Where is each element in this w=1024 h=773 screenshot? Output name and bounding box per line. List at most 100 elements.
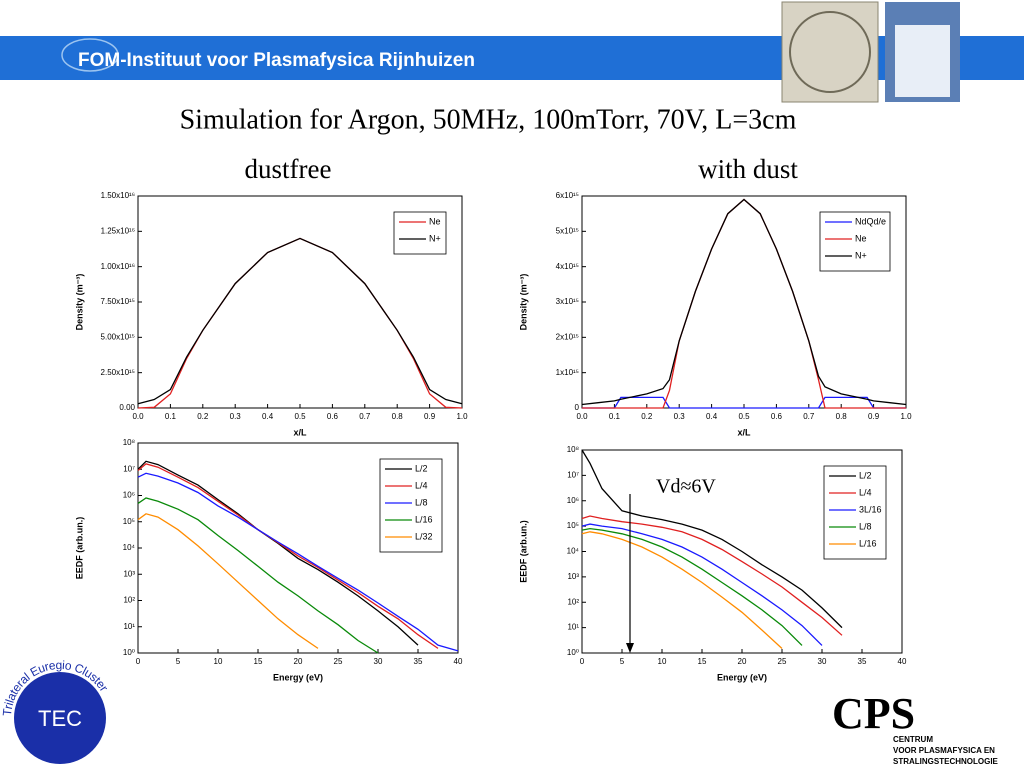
slide-title: Simulation for Argon, 50MHz, 100mTorr, 7… [180,104,797,135]
legend-label: Ne [429,216,441,226]
y-tick-label: 10⁴ [123,543,136,552]
x-tick-label: 20 [294,657,303,666]
x-tick-label: 0.4 [706,412,718,421]
institute: FOM-Instituut voor Plasmafysica Rijnhuiz… [78,50,475,71]
x-tick-label: 0.6 [771,412,783,421]
x-tick-label: 0.1 [609,412,621,421]
x-tick-label: 35 [858,657,867,666]
legend-label: L/8 [859,521,872,531]
series-line [137,472,459,652]
y-tick-label: 10⁸ [123,438,135,447]
legend-box [393,211,447,255]
legend-label: N+ [429,233,441,243]
series-line [137,497,379,654]
legend-label: L/2 [415,463,428,473]
y-tick-label: 10² [567,597,579,606]
y-axis-label: EEDF (arb.un.) [74,517,84,580]
x-axis-label: Energy (eV) [717,672,767,682]
y-tick-label: 10³ [567,572,579,581]
y-tick-label: 10⁶ [123,491,135,500]
x-tick-label: 0.0 [576,412,588,421]
x-tick-label: 10 [658,657,667,666]
x-tick-label: 10 [214,657,223,666]
series-line [137,237,463,409]
series-line [582,396,906,409]
y-tick-label: 1.25x10¹⁶ [101,226,135,235]
x-axis-label: Energy (eV) [273,672,323,682]
subtitle: dustfree [245,154,332,184]
x-tick-label: 0.0 [132,412,144,421]
series-line [581,515,843,636]
y-tick-label: 10³ [123,569,135,578]
legend-label: L/16 [415,514,433,524]
series-line [137,513,319,649]
legend-label: L/16 [859,538,877,548]
series-line [581,523,823,646]
legend-label: NdQd/e [855,216,886,226]
y-axis-label: EEDF (arb.un.) [518,520,528,583]
x-tick-label: 0.8 [392,412,404,421]
x-tick-label: 25 [334,657,343,666]
y-tick-label: 0 [575,403,580,412]
y-tick-label: 10⁸ [567,445,579,454]
y-tick-label: 10¹ [123,622,135,631]
series-line [137,237,463,405]
legend-label: L/8 [415,497,428,507]
series-line [137,460,419,646]
x-tick-label: 1.0 [456,412,468,421]
y-tick-label: 10² [123,596,135,605]
x-tick-label: 0.8 [836,412,848,421]
x-tick-label: 0.3 [230,412,242,421]
y-tick-label: 1x10¹⁵ [556,368,579,377]
y-tick-label: 2.50x10¹⁵ [101,368,135,377]
x-tick-label: 0.2 [641,412,653,421]
legend-label: Ne [855,233,867,243]
cps: CPS [832,689,915,738]
subtitle: with dust [698,154,798,184]
x-tick-label: 40 [454,657,463,666]
x-tick-label: 0.3 [674,412,686,421]
y-tick-label: 10⁵ [567,521,579,530]
y-tick-label: 5.00x10¹⁵ [101,332,135,341]
cps-line: STRALINGSTECHNOLOGIE [893,757,999,766]
tec-logo [14,672,106,764]
y-tick-label: 2x10¹⁵ [556,332,579,341]
y-tick-label: 10¹ [567,623,579,632]
y-tick-label: 10⁰ [123,648,135,657]
legend-label: 3L/16 [859,504,882,514]
y-tick-label: 7.50x10¹⁵ [101,297,135,306]
y-tick-label: 10⁴ [567,547,580,556]
x-tick-label: 0.7 [803,412,815,421]
series-line [581,527,803,646]
x-tick-label: 0 [136,657,141,666]
x-tick-label: 0.5 [738,412,750,421]
legend-label: L/32 [415,531,433,541]
cps-line: VOOR PLASMAFYSICA EN [893,746,995,755]
x-tick-label: 0.9 [424,412,436,421]
seal-ring [789,11,871,93]
y-tick-label: 10⁰ [567,648,579,657]
y-tick-label: 10⁷ [123,464,135,473]
annotation: Vd≈6V [656,476,716,498]
y-axis-label: Density (m⁻³) [74,274,84,331]
y-axis-label: Density (m⁻³) [518,274,528,331]
x-tick-label: 35 [414,657,423,666]
y-tick-label: 0.00 [119,403,135,412]
series-line [581,531,783,649]
y-tick-label: 5x10¹⁵ [556,226,579,235]
x-tick-label: 0.2 [197,412,209,421]
x-tick-label: 1.0 [900,412,912,421]
tec: TEC [38,706,82,731]
seal-logo [781,1,879,103]
cps-line: CENTRUM [893,735,933,744]
y-tick-label: 6x10¹⁵ [556,191,579,200]
building [895,25,950,97]
x-tick-label: 30 [374,657,383,666]
y-tick-label: 10⁶ [567,496,579,505]
y-tick-label: 10⁷ [567,470,579,479]
legend-label: L/4 [859,487,872,497]
series-line [581,449,843,629]
x-tick-label: 30 [818,657,827,666]
legend-label: L/2 [859,470,872,480]
